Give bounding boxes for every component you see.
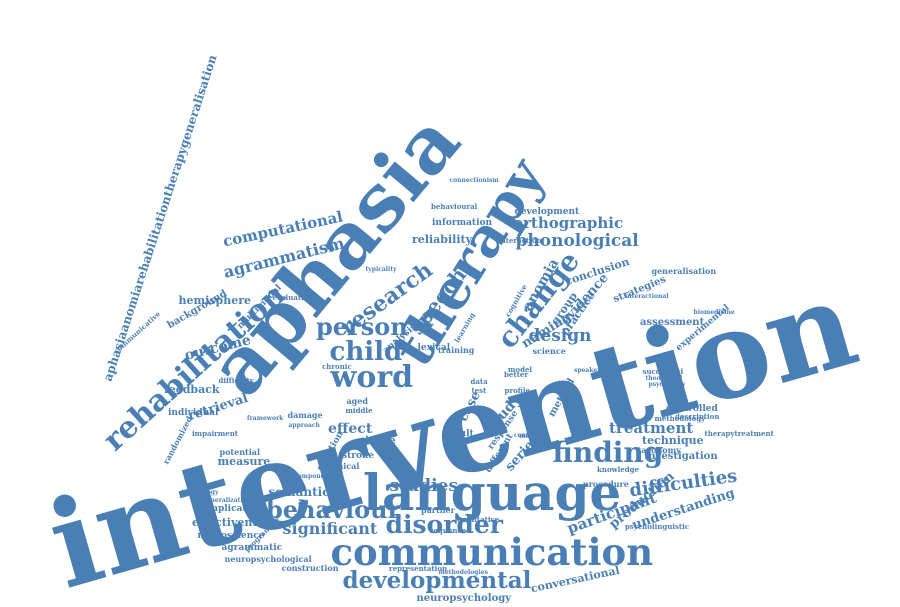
word: feedback <box>164 384 220 395</box>
word: multiple <box>519 434 547 440</box>
word: impairment <box>192 430 238 437</box>
word: neuropsychological <box>225 555 312 563</box>
word: assessment <box>640 318 704 328</box>
word: chronic <box>322 363 352 370</box>
word: procedure <box>583 480 629 488</box>
word: evaluation <box>273 294 314 301</box>
word: semantic <box>269 486 330 498</box>
word: significant <box>283 521 378 537</box>
word: orthographic <box>513 216 623 231</box>
word: clinical <box>327 462 360 470</box>
word: development <box>515 208 580 217</box>
word: interaction <box>498 237 542 244</box>
word: result <box>444 430 474 439</box>
word: profile <box>505 387 530 394</box>
word: science <box>533 347 566 355</box>
word: generalisation <box>652 267 717 275</box>
word: technology <box>182 490 219 496</box>
word: strategies <box>612 275 667 305</box>
word: biomedicine <box>694 310 735 316</box>
word: single <box>359 435 396 446</box>
word: middle <box>346 407 373 414</box>
word: connectionism <box>450 178 499 184</box>
word: technique <box>642 435 704 446</box>
word: better <box>504 371 528 378</box>
word: stroke <box>342 452 374 461</box>
word: typicality <box>366 267 397 273</box>
word: test <box>472 387 487 394</box>
word: measure <box>218 456 271 467</box>
word: difficulty <box>219 377 254 384</box>
word: effectiveness <box>192 517 272 528</box>
word: construction <box>282 564 339 572</box>
word: aphasiaanomiarehabilitationtherapygenera… <box>102 53 219 382</box>
word: description <box>675 413 719 420</box>
word: information <box>432 219 492 228</box>
word: hemisphere <box>179 295 252 306</box>
word: communication <box>331 534 654 571</box>
word: data <box>471 378 488 385</box>
word: partner <box>421 506 455 514</box>
word: implication <box>205 505 263 514</box>
word: interactional <box>625 294 669 300</box>
word: speaker <box>574 368 600 374</box>
word: approach <box>289 423 320 429</box>
word: taxonomy <box>638 446 681 454</box>
word: psychology <box>649 382 686 388</box>
word: training <box>438 346 474 354</box>
word: methodologies <box>439 570 488 576</box>
word: potential <box>220 448 261 456</box>
word: framework <box>247 416 283 422</box>
word: studies <box>390 478 459 495</box>
word: aged <box>347 397 368 405</box>
word: behavioural <box>431 203 477 210</box>
word: sequence <box>430 527 467 534</box>
word: psycholinguistic <box>625 523 689 530</box>
word: individual <box>168 409 218 418</box>
word: theoretical <box>646 376 683 382</box>
word: successful <box>643 368 684 375</box>
word: therapytreatment <box>705 430 774 437</box>
word: reliability <box>412 234 472 245</box>
word: generalization <box>203 498 252 504</box>
word: damage <box>288 411 323 419</box>
word: knowledge <box>597 466 639 473</box>
word: neuropsychology <box>417 594 512 604</box>
word: qualitative <box>457 516 499 523</box>
word: component <box>294 474 332 480</box>
